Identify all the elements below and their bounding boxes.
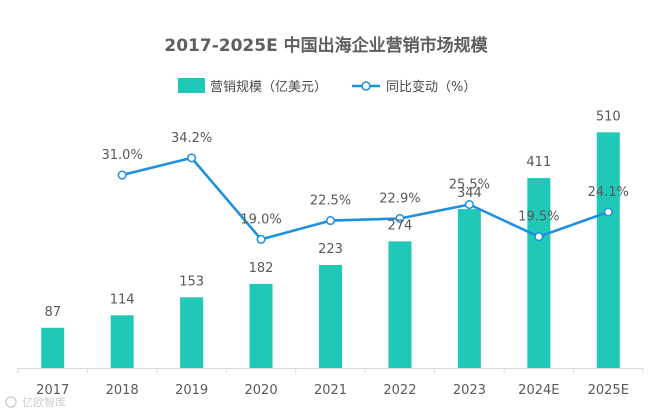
x-tick-label-2020: 2020	[245, 383, 278, 398]
legend-bar-swatch	[178, 78, 205, 93]
data-labels-layer: 87 114 153 182 223 274 344 411 510 31.0% 34.2% 19.0…	[44, 109, 628, 319]
bar-value-label-2025E: 510	[596, 109, 621, 124]
yoy-value-label-2023: 25.5%	[449, 178, 490, 193]
x-tick-label-2021: 2021	[314, 383, 347, 398]
x-tick-label-2023: 2023	[453, 383, 486, 398]
bar-value-label-2020: 182	[249, 261, 274, 276]
yoy-point-2019	[187, 153, 197, 163]
yoy-point-2023	[464, 199, 474, 210]
bar-2017	[41, 327, 65, 368]
bar-2022	[388, 241, 412, 368]
legend-line-marker	[361, 81, 371, 91]
bar-value-label-2017: 87	[44, 305, 61, 320]
bar-value-label-2018: 114	[110, 292, 135, 307]
watermark-logo-icon	[5, 396, 17, 408]
yoy-value-label-2020: 19.0%	[240, 212, 281, 227]
bar-2021	[319, 264, 342, 368]
yoy-point-2025E	[603, 207, 613, 217]
yoy-point-2020	[256, 234, 266, 244]
bar-value-label-2022: 274	[388, 218, 413, 233]
watermark: 亿欧智库	[5, 395, 66, 409]
legend-bar-label: 营销规模（亿美元）	[210, 80, 327, 95]
chart-title: 2017-2025E 中国出海企业营销市场规模	[164, 35, 488, 56]
bars-layer	[41, 132, 620, 368]
x-tick-label-2024E: 2024E	[518, 383, 559, 398]
bar-2018	[110, 315, 134, 368]
bar-2019	[180, 297, 204, 368]
x-tick-label-2019: 2019	[175, 383, 208, 398]
yoy-line-layer	[117, 153, 613, 244]
yoy-value-label-2024E: 19.5%	[518, 210, 559, 225]
bar-2020	[249, 283, 273, 368]
bar-value-label-2021: 223	[318, 242, 343, 257]
bar-2024E	[527, 178, 551, 368]
yoy-point-2022	[395, 213, 405, 224]
yoy-point-2018	[117, 170, 127, 180]
bar-2025E	[596, 132, 620, 368]
legend-line-label: 同比变动（%）	[386, 79, 476, 95]
x-tick-label-2022: 2022	[383, 383, 416, 398]
yoy-value-label-2019: 34.2%	[171, 131, 212, 146]
x-tick-labels: 2017 2018 2019 2020 2021 2022 2023 2024E 2025E	[17, 368, 644, 398]
yoy-line	[121, 156, 609, 241]
yoy-point-2024E	[534, 232, 544, 242]
yoy-value-label-2018: 31.0%	[102, 148, 143, 163]
legend: 营销规模（亿美元） 同比变动（%）	[178, 78, 476, 95]
yoy-point-2021	[325, 216, 336, 226]
bar-2023	[457, 209, 481, 368]
x-tick-label-2017: 2017	[36, 383, 69, 398]
yoy-value-label-2021: 22.5%	[310, 194, 351, 209]
x-tick-label-2018: 2018	[106, 383, 139, 398]
bar-value-label-2024E: 411	[526, 155, 551, 170]
yoy-value-label-2025E: 24.1%	[588, 185, 629, 200]
bar-value-label-2023: 344	[457, 186, 482, 201]
x-tick-label-2025E: 2025E	[588, 383, 629, 398]
yoy-value-label-2022: 22.9%	[379, 191, 420, 206]
bar-value-label-2019: 153	[179, 274, 204, 289]
watermark-text: 亿欧智库	[22, 395, 66, 409]
